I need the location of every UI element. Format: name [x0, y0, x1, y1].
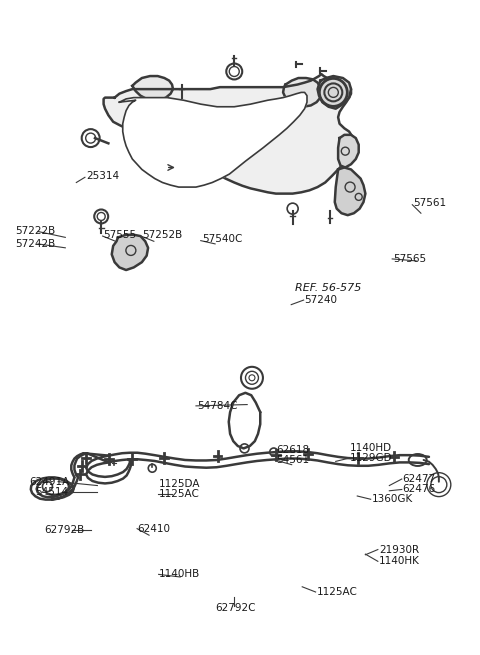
Text: 57252B: 57252B — [142, 230, 182, 240]
Text: 62792C: 62792C — [215, 603, 255, 613]
Text: 57565: 57565 — [393, 254, 426, 264]
Text: 62410: 62410 — [137, 523, 170, 534]
Text: 62491A: 62491A — [29, 477, 70, 487]
Text: 57242B: 57242B — [15, 239, 55, 249]
Text: 62618: 62618 — [276, 445, 309, 455]
Polygon shape — [283, 78, 322, 107]
Text: 1140HB: 1140HB — [158, 569, 200, 580]
Polygon shape — [338, 135, 359, 168]
Text: 1125AC: 1125AC — [317, 587, 358, 597]
Polygon shape — [335, 168, 365, 215]
Text: 57540C: 57540C — [202, 234, 242, 244]
Text: REF. 56-575: REF. 56-575 — [295, 284, 361, 293]
Polygon shape — [132, 76, 173, 100]
Text: 57222B: 57222B — [15, 227, 55, 236]
Text: 1360GK: 1360GK — [372, 495, 413, 504]
Text: 62792B: 62792B — [44, 525, 84, 535]
Text: 62477: 62477 — [403, 474, 436, 484]
Text: 57555: 57555 — [104, 230, 137, 240]
Text: 54561: 54561 — [276, 455, 309, 465]
Text: 54514: 54514 — [35, 487, 68, 497]
Polygon shape — [318, 76, 351, 109]
Text: 1129GD: 1129GD — [350, 453, 393, 463]
Text: 57561: 57561 — [413, 198, 446, 208]
Text: 21930R: 21930R — [379, 544, 419, 555]
Text: 1125DA: 1125DA — [158, 479, 200, 489]
Text: 1125AC: 1125AC — [158, 489, 200, 499]
Text: 1140HK: 1140HK — [379, 556, 420, 567]
Text: 25314: 25314 — [86, 171, 119, 181]
Polygon shape — [120, 92, 307, 187]
Text: 62476: 62476 — [403, 485, 436, 495]
Polygon shape — [112, 234, 148, 270]
Text: 1140HD: 1140HD — [350, 443, 392, 453]
Text: 57240: 57240 — [305, 295, 337, 305]
Text: 54784C: 54784C — [197, 401, 238, 411]
Polygon shape — [104, 74, 354, 194]
